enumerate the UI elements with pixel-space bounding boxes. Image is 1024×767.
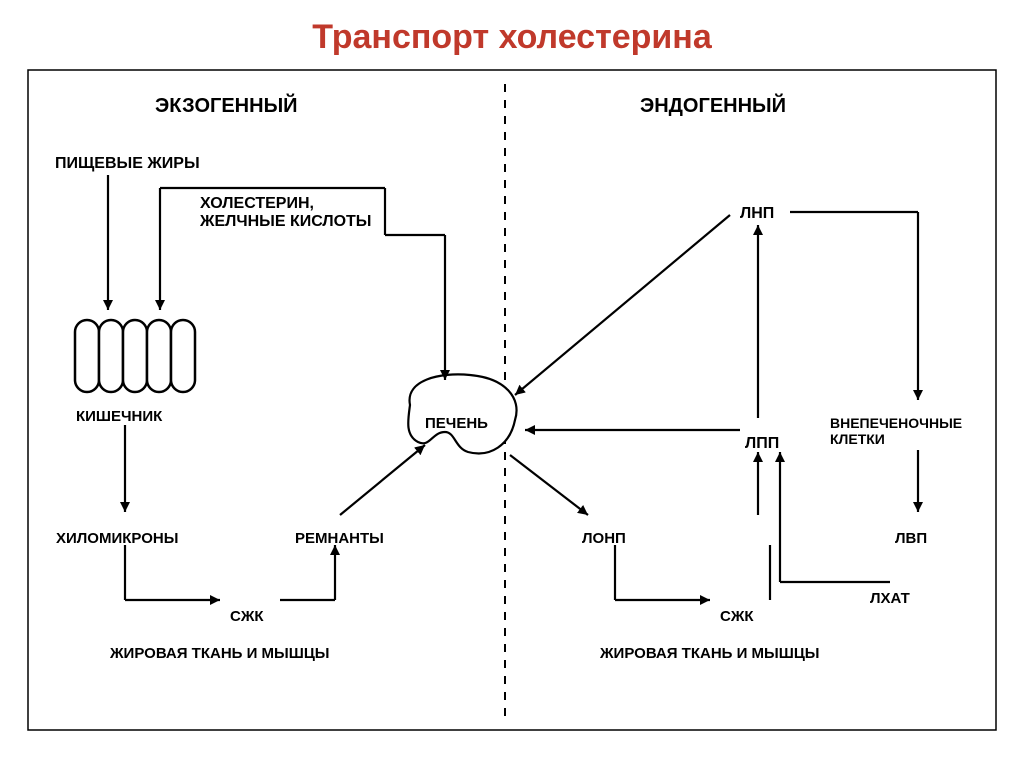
- label-remnants: РЕМНАНТЫ: [295, 530, 384, 547]
- label-tissue-left: ЖИРОВАЯ ТКАНЬ И МЫШЦЫ: [110, 645, 329, 662]
- diagram-stage: Транспорт холестерина ЭКЗОГЕННЫЙ ЭНДОГЕН…: [0, 0, 1024, 767]
- arrow-liver-to-vldl: [510, 455, 588, 515]
- label-chylomicrons: ХИЛОМИКРОНЫ: [56, 530, 178, 547]
- label-intestine: КИШЕЧНИК: [76, 408, 162, 425]
- label-extra-cells: ВНЕПЕЧЕНОЧНЫЕКЛЕТКИ: [830, 415, 962, 447]
- label-exogenous: ЭКЗОГЕННЫЙ: [155, 95, 298, 118]
- label-hdl: ЛВП: [895, 530, 927, 547]
- label-liver: ПЕЧЕНЬ: [425, 415, 488, 432]
- label-idl: ЛПП: [745, 435, 779, 453]
- liver-shape: [408, 374, 516, 453]
- label-dietary-fat: ПИЩЕВЫЕ ЖИРЫ: [55, 155, 200, 173]
- label-tissue-right: ЖИРОВАЯ ТКАНЬ И МЫШЦЫ: [600, 645, 819, 662]
- label-sfa-right: СЖК: [720, 608, 754, 625]
- intestine-shape: [75, 320, 195, 392]
- label-vldl: ЛОНП: [582, 530, 626, 547]
- label-sfa-left: СЖК: [230, 608, 264, 625]
- label-lnp: ЛНП: [740, 205, 774, 223]
- label-lcat: ЛХАТ: [870, 590, 910, 607]
- arrow-lnp-to-liver: [515, 215, 730, 395]
- label-cholesterol-bile: ХОЛЕСТЕРИН,ЖЕЛЧНЫЕ КИСЛОТЫ: [200, 195, 371, 231]
- arrow-remnant-to-liver: [340, 445, 425, 515]
- label-endogenous: ЭНДОГЕННЫЙ: [640, 95, 786, 118]
